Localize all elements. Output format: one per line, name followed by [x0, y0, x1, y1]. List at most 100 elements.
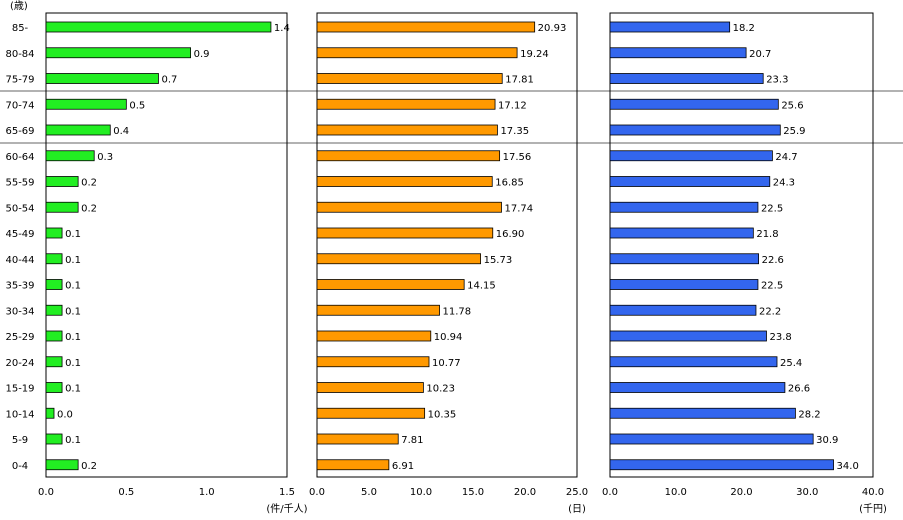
panel-frame	[45, 12, 288, 478]
value-label: 17.35	[500, 126, 529, 137]
bar	[316, 227, 494, 239]
bar	[45, 21, 272, 33]
panel-2: 20.93 19.24 17.81 17.12 17.35 17.56 16.85 17.74…	[309, 12, 588, 515]
value-label: 10.94	[434, 332, 463, 343]
bar	[609, 279, 759, 290]
bar	[45, 124, 111, 136]
value-label: 10.23	[426, 384, 455, 395]
tick-label: 20.0	[514, 487, 536, 498]
bar	[609, 201, 759, 213]
bar	[45, 304, 63, 316]
tick-label: 0.0	[309, 487, 325, 498]
bar	[316, 253, 481, 265]
tick-label: 5.0	[361, 487, 377, 498]
category-label: 15-19	[5, 384, 34, 395]
bar	[45, 150, 95, 162]
value-label: 7.81	[401, 435, 423, 446]
value-label: 1.4	[274, 23, 290, 34]
panel-3: 18.2 20.7 23.3 25.6 25.9 24.7 24.3 22.5 21.8 22.6…	[602, 12, 887, 515]
category-label: 75-79	[5, 75, 34, 86]
value-label: 22.2	[759, 306, 781, 317]
bar	[609, 382, 786, 393]
value-label: 0.1	[65, 358, 81, 369]
value-label: 25.4	[780, 358, 802, 369]
bar	[316, 176, 493, 187]
bar	[609, 21, 731, 33]
value-label: 17.56	[503, 152, 532, 163]
bar	[609, 176, 771, 187]
value-label: 14.15	[467, 281, 496, 292]
value-label: 22.5	[761, 203, 783, 214]
bar	[316, 382, 424, 393]
value-label: 18.2	[733, 23, 755, 34]
bar	[316, 47, 518, 59]
bar	[45, 433, 63, 445]
value-label: 0.1	[65, 229, 81, 240]
value-label: 0.3	[97, 152, 113, 163]
bar	[609, 124, 781, 136]
value-label: 0.1	[65, 255, 81, 266]
value-label: 24.7	[775, 152, 797, 163]
bar	[316, 407, 426, 419]
chart-panels: 1.4 0.9 0.7 0.5 0.4 0.3 0.2 0.2 0.1 0.1 0.1 0.1 0.1 0…	[38, 12, 887, 515]
bar	[45, 330, 63, 342]
category-label: 65-69	[5, 126, 34, 137]
value-label: 0.9	[194, 49, 210, 60]
value-label: 0.1	[65, 306, 81, 317]
value-label: 0.4	[113, 126, 129, 137]
tick-label: 0.0	[38, 487, 54, 498]
bar	[45, 73, 159, 84]
tick-label: 15.0	[462, 487, 484, 498]
tick-label: 0.5	[118, 487, 134, 498]
bar	[45, 382, 63, 393]
category-label: 10-14	[5, 409, 34, 420]
bar	[609, 73, 764, 84]
panel-frame	[609, 12, 874, 478]
category-label: 55-59	[5, 178, 34, 189]
bar	[45, 356, 63, 368]
bar	[316, 201, 502, 213]
unit-label: (日)	[568, 504, 586, 515]
value-label: 0.0	[57, 409, 73, 420]
tick-label: 25.0	[566, 487, 588, 498]
value-label: 22.5	[761, 281, 783, 292]
bar	[316, 330, 432, 342]
value-label: 30.9	[816, 435, 838, 446]
value-label: 24.3	[773, 178, 795, 189]
age-unit-label: (歳)	[10, 0, 28, 12]
bar	[609, 459, 834, 471]
value-label: 34.0	[837, 461, 859, 472]
value-label: 23.3	[766, 75, 788, 86]
bar	[45, 176, 79, 187]
category-label: 5-9	[12, 435, 28, 446]
bar	[609, 150, 773, 162]
bar	[45, 459, 79, 471]
bar	[45, 201, 79, 213]
tick-label: 1.0	[199, 487, 215, 498]
value-label: 19.24	[520, 49, 549, 60]
bar	[316, 73, 503, 84]
category-label: 70-74	[5, 100, 34, 111]
value-label: 0.1	[65, 281, 81, 292]
value-label: 0.2	[81, 203, 97, 214]
bar	[316, 98, 496, 110]
tick-label: 10.0	[665, 487, 687, 498]
category-labels: 85- 80-84 75-79 70-74 65-69 60-64 55-59 50-54 45…	[5, 23, 34, 472]
value-label: 20.7	[749, 49, 771, 60]
category-label: 30-34	[5, 306, 34, 317]
tick-label: 0.0	[602, 487, 618, 498]
value-label: 0.1	[65, 384, 81, 395]
value-label: 26.6	[788, 384, 810, 395]
value-label: 28.2	[798, 409, 820, 420]
bar	[316, 304, 440, 316]
bar	[609, 407, 796, 419]
value-label: 17.12	[498, 100, 527, 111]
value-label: 10.35	[428, 409, 457, 420]
bar	[316, 21, 536, 33]
value-label: 0.2	[81, 461, 97, 472]
category-label: 40-44	[5, 255, 34, 266]
bar	[609, 253, 759, 265]
bar	[45, 47, 192, 59]
value-label: 17.74	[504, 203, 533, 214]
